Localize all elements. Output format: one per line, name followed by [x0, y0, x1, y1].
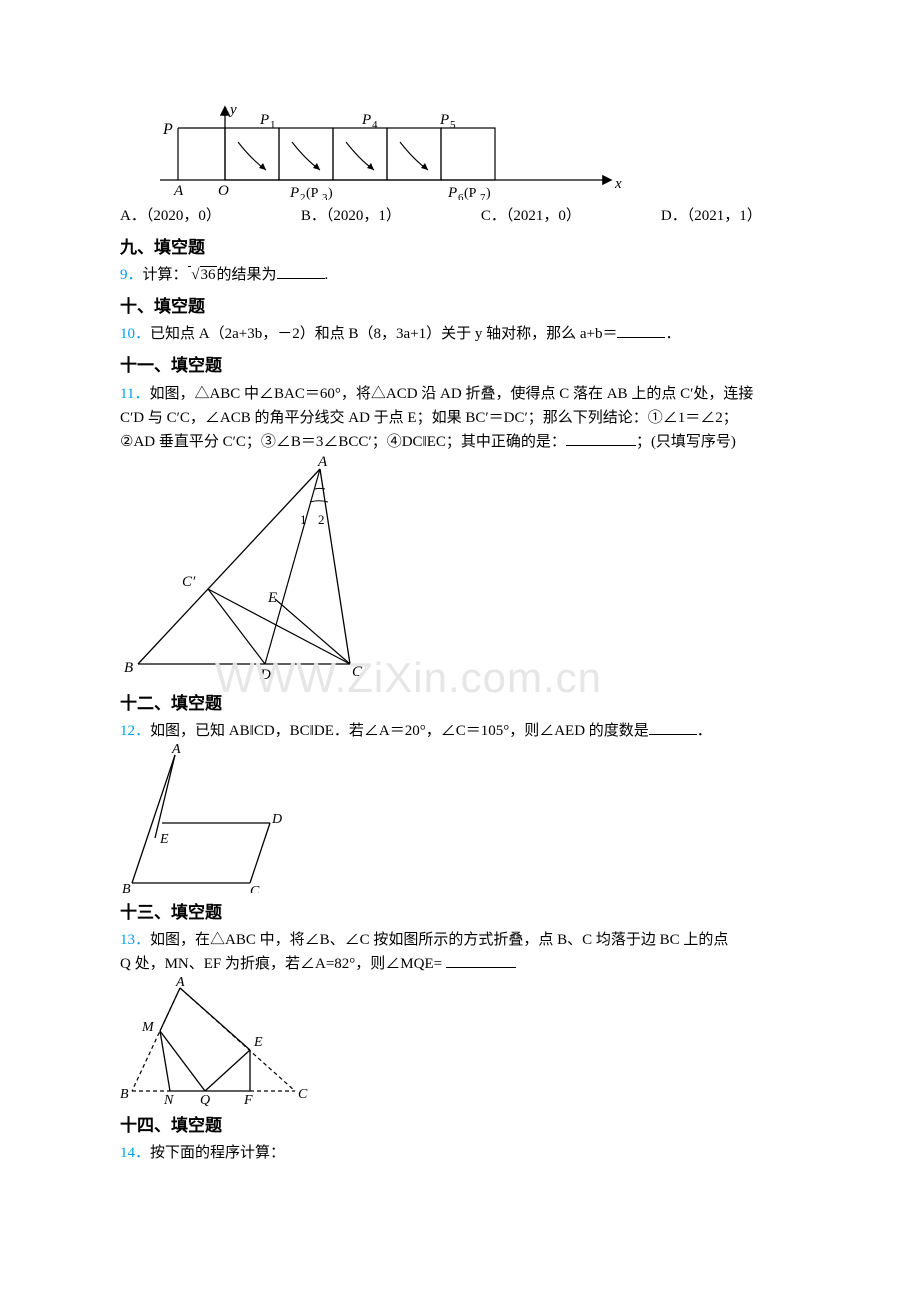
figure-q12: A B C D E: [120, 743, 290, 893]
q9-expr: √36: [188, 266, 217, 283]
q8-optB: B．（2020，1）: [301, 204, 401, 228]
svg-text:A: A: [317, 454, 328, 470]
svg-text:C: C: [250, 884, 260, 893]
q11-line1: 如图，△ABC 中∠BAC＝60°，将△ACD 沿 AD 折叠，使得点 C 落在…: [149, 386, 753, 402]
q9-post: 的结果为: [217, 267, 277, 283]
svg-text:Q: Q: [200, 1093, 210, 1106]
q12: 12．如图，已知 AB‖CD，BC‖DE．若∠A＝20°，∠C＝105°，则∠A…: [120, 719, 800, 743]
svg-text:P: P: [162, 121, 173, 138]
svg-text:E: E: [253, 1035, 263, 1050]
figure-q8: y x P A O P 1 P 2 (P 3 ) P 4: [150, 100, 630, 200]
figure-q11: A B C D C′ E 1 2: [120, 454, 380, 684]
q14: 14．按下面的程序计算：: [120, 1141, 800, 1165]
svg-text:1: 1: [270, 119, 276, 131]
svg-text:P: P: [361, 112, 371, 128]
svg-text:P: P: [259, 112, 269, 128]
section-14-heading: 十四、填空题: [120, 1112, 800, 1139]
q8-optD: D．（2021，1）: [661, 204, 762, 228]
svg-text:D: D: [271, 812, 282, 827]
svg-text:B: B: [120, 1087, 129, 1102]
q13-line2: Q 处，MN、EF 为折痕，若∠A=82°，则∠MQE=: [120, 956, 446, 972]
q12-num: 12．: [120, 723, 150, 739]
svg-text:D: D: [259, 667, 271, 683]
svg-text:E: E: [159, 832, 169, 847]
q10: 10．已知点 A（2a+3b，－2）和点 B（8，3a+1）关于 y 轴对称，那…: [120, 322, 800, 346]
q9-pre: 计算：: [143, 267, 188, 283]
section-12-heading: 十二、填空题: [120, 690, 800, 717]
svg-text:2: 2: [300, 192, 306, 200]
q10-body: 已知点 A（2a+3b，－2）和点 B（8，3a+1）关于 y 轴对称，那么 a…: [150, 326, 617, 342]
svg-text:(P: (P: [306, 186, 319, 200]
svg-text:M: M: [141, 1020, 155, 1035]
section-11-heading: 十一、填空题: [120, 352, 800, 379]
svg-text:4: 4: [372, 119, 378, 131]
q12-tail: ．: [697, 723, 712, 739]
svg-text:): ): [486, 186, 491, 200]
figure-q13: A B C M E N Q F: [120, 976, 310, 1106]
svg-text:N: N: [163, 1093, 174, 1106]
q9-blank: [277, 263, 325, 279]
q11-line3: ②AD 垂直平分 C′C；③∠B＝3∠BCC′；④DC‖EC；其中正确的是：: [120, 434, 566, 450]
q11-blank: [566, 430, 636, 446]
q13: 13．如图，在△ABC 中，将∠B、∠C 按如图所示的方式折叠，点 B、C 均落…: [120, 928, 800, 976]
svg-text:A: A: [175, 976, 185, 990]
section-10-heading: 十、填空题: [120, 293, 800, 320]
q13-num: 13．: [120, 932, 150, 948]
q11-figure-wrap: WWW.ZiXin.com.cn A B C D C′ E 1 2: [120, 454, 800, 684]
svg-text:P: P: [447, 185, 457, 200]
svg-text:B: B: [122, 882, 131, 893]
svg-text:A: A: [171, 743, 181, 757]
svg-text:P: P: [439, 112, 449, 128]
q9-num: 9．: [120, 267, 143, 283]
section-13-heading: 十三、填空题: [120, 899, 800, 926]
q11: 11．如图，△ABC 中∠BAC＝60°，将△ACD 沿 AD 折叠，使得点 C…: [120, 382, 800, 454]
svg-text:1: 1: [300, 512, 307, 527]
svg-text:A: A: [173, 183, 184, 199]
svg-text:(P: (P: [464, 186, 477, 200]
svg-text:C: C: [298, 1087, 308, 1102]
q10-num: 10．: [120, 326, 150, 342]
q12-body: 如图，已知 AB‖CD，BC‖DE．若∠A＝20°，∠C＝105°，则∠AED …: [150, 723, 649, 739]
q8-optC: C．（2021，0）: [481, 204, 581, 228]
svg-text:E: E: [267, 590, 277, 606]
svg-text:): ): [328, 186, 333, 200]
svg-text:5: 5: [450, 119, 456, 131]
section-9-heading: 九、填空题: [120, 234, 800, 261]
q13-blank: [446, 952, 516, 968]
q10-blank: [617, 322, 665, 338]
q9-tail: .: [325, 267, 329, 283]
q9: 9．计算： √36的结果为.: [120, 263, 800, 287]
q14-body: 按下面的程序计算：: [150, 1145, 285, 1161]
q8-optA: A．（2020，0）: [120, 204, 221, 228]
page: y x P A O P 1 P 2 (P 3 ) P 4: [0, 0, 920, 1205]
q11-tail: ；(只填写序号): [636, 434, 736, 450]
q14-num: 14．: [120, 1145, 150, 1161]
svg-text:F: F: [243, 1093, 253, 1106]
q11-num: 11．: [120, 386, 149, 402]
q10-tail: ．: [665, 326, 680, 342]
q11-line2: C′D 与 C′C，∠ACB 的角平分线交 AD 于点 E；如果 BC′＝DC′…: [120, 406, 800, 430]
svg-text:B: B: [124, 660, 133, 676]
svg-text:C: C: [352, 664, 363, 680]
q12-blank: [649, 719, 697, 735]
svg-text:2: 2: [318, 512, 325, 527]
q8-options: A．（2020，0） B．（2020，1） C．（2021，0） D．（2021…: [120, 204, 800, 228]
svg-text:C′: C′: [182, 574, 196, 590]
svg-text:P: P: [289, 185, 299, 200]
q13-line1: 如图，在△ABC 中，将∠B、∠C 按如图所示的方式折叠，点 B、C 均落于边 …: [150, 932, 728, 948]
svg-text:x: x: [614, 176, 622, 192]
svg-text:O: O: [218, 183, 229, 199]
svg-text:y: y: [228, 102, 237, 118]
